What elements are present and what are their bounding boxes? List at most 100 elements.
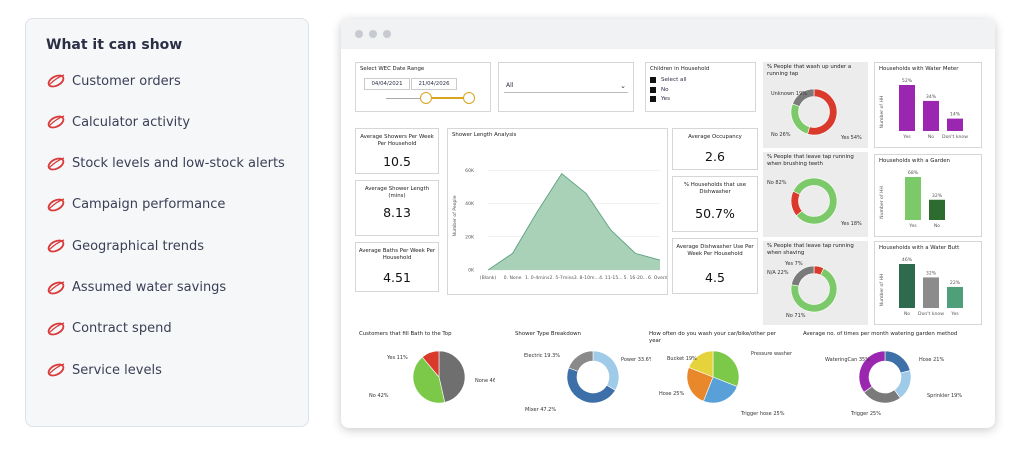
slice-label: None 46% (475, 378, 495, 384)
pie-slice (421, 350, 440, 378)
checkbox-icon (650, 96, 656, 102)
feature-item-label: Calculator activity (72, 114, 191, 130)
bottom-chart-title: Shower Type Breakdown (515, 331, 581, 337)
feature-item: Customer orders (46, 71, 181, 91)
swoosh-icon (47, 115, 65, 129)
dashboard-window: Select WEC Date Range 04/04/2021 21/04/2… (341, 19, 995, 428)
feature-item: Assumed water savings (46, 278, 226, 298)
x-tick-label: 6. Overd... (648, 275, 667, 281)
bottom-chart-panel: Customers that fill Bath to the Top Yes 1… (355, 327, 495, 417)
kpi-showers-value: 10.5 (383, 154, 411, 169)
pie-slice (790, 103, 811, 135)
bar-value-label: 32% (926, 270, 937, 276)
children-option[interactable]: Yes (650, 95, 670, 103)
donut-svg: Yes 7% N/A 22% No 71% (767, 261, 838, 319)
slice-label: N/A 22% (767, 270, 789, 276)
bottom-chart-title: How often do you wash your car/bike/othe… (649, 331, 776, 344)
bar (899, 264, 915, 308)
slice-label: Yes 54% (840, 135, 862, 141)
children-option[interactable]: No (650, 86, 669, 94)
bar-category-label: Don't know (918, 311, 944, 317)
pie-slice (438, 350, 466, 403)
slice-label: Trigger hose 25% (740, 411, 785, 417)
children-option[interactable]: Select all (650, 76, 687, 84)
kpi-occupancy-card: Average Occupancy 2.6 (672, 128, 758, 170)
x-tick-label: 4. 11-15... (599, 275, 623, 281)
bar (899, 85, 915, 131)
kpi-dishwasher-use-title: Average Dishwasher Use Per Week Per Hous… (676, 244, 754, 257)
slider-end-handle[interactable] (463, 92, 475, 104)
bar-category-label: Yes (908, 223, 917, 229)
feature-item-label: Service levels (72, 362, 162, 378)
feature-item-label: Assumed water savings (72, 280, 227, 295)
kpi-length-value: 8.13 (383, 205, 411, 220)
y-axis-label: Number of People (452, 195, 458, 236)
slice-label: Hose 21% (919, 357, 944, 363)
kpi-showers-title: Average Showers Per Week Per Household (360, 134, 434, 147)
bar-category-label: Don't know (942, 134, 968, 140)
kpi-dishwasher-pct-value: 50.7% (695, 206, 735, 221)
checkbox-icon (650, 77, 656, 83)
x-tick-label: 3. 8-10m... (574, 275, 599, 281)
x-tick-label: 1. 0-4mins (525, 275, 550, 281)
bar-chart-svg: Number of HH 46% No 32% Don't know 22% Yes (879, 257, 963, 317)
bottom-chart-panel: How often do you wash your car/bike/othe… (645, 327, 793, 417)
feature-item-label: Customer orders (72, 73, 181, 89)
kpi-showers-card: Average Showers Per Week Per Household 1… (355, 128, 439, 174)
slice-label: Power 33.6% (621, 357, 651, 363)
kpi-dishwasher-pct-card: % Households that use Dishwasher 50.7% (672, 176, 758, 232)
bar (947, 286, 963, 308)
x-tick-label: 0. None (504, 275, 522, 281)
y-tick-label: 40K (465, 201, 475, 207)
area-fill (488, 173, 660, 270)
feature-item-label: Contract spend (72, 321, 172, 337)
swoosh-icon (47, 363, 65, 377)
slice-label: Unknown 19% (771, 91, 807, 97)
date-range-title: Select WEC Date Range (360, 66, 425, 72)
start-date-input[interactable]: 04/04/2021 (364, 78, 410, 90)
filter-dropdown[interactable]: All ⌄ (504, 80, 628, 93)
bar-value-label: 68% (908, 170, 919, 176)
pie-slice (863, 385, 901, 404)
bar-chart-panel: Households with Water Meter Number of HH 5… (874, 62, 982, 148)
dropdown-slicer: All ⌄ (498, 62, 634, 112)
bottom-chart-title: Average no. of times per month watering … (803, 331, 958, 337)
bar (929, 199, 945, 220)
children-option-label: Select all (661, 77, 687, 83)
bar-chart-panel: Households with a Water Butt Number of HH… (874, 241, 982, 325)
bottom-pie-svg: Yes 11% No 42% None 46% (369, 350, 495, 404)
slider-start-handle[interactable] (420, 92, 432, 104)
pie-slice (792, 88, 815, 107)
pie-slice (592, 350, 620, 391)
features-card: What it can show Customer orders Calculat… (25, 18, 309, 427)
bar-chart-panel: Households with a Garden Number of HH 68% Y… (874, 154, 982, 237)
slice-label: WateringCan 35% (825, 357, 870, 363)
pie-slice (792, 177, 838, 225)
slice-label: Trigger 25% (850, 411, 881, 417)
feature-item: Contract spend (46, 319, 172, 339)
area-line (487, 172, 661, 271)
slice-label: No 82% (767, 180, 787, 186)
shower-length-title: Shower Length Analysis (452, 132, 517, 138)
kpi-length-card: Average Shower Length (mins) 8.13 (355, 180, 439, 236)
donut-panel: % People that wash up under a running ta… (763, 62, 868, 148)
bottom-pie-svg: Electric 19.3% Power 33.6% Mixer 47.2% (524, 350, 651, 413)
pie-slice (688, 350, 714, 378)
end-date-input[interactable]: 21/04/2026 (411, 78, 457, 90)
bar-category-label: No (928, 134, 934, 140)
bar-category-label: Yes (902, 134, 911, 140)
bottom-chart-title: Customers that fill Bath to the Top (359, 331, 452, 337)
swoosh-icon (47, 239, 65, 253)
bar-value-label: 22% (950, 280, 961, 286)
kpi-baths-card: Average Baths Per Week Per Household 4.5… (355, 242, 439, 292)
pie-slice (412, 356, 446, 404)
kpi-dishwasher-use-value: 4.5 (705, 270, 725, 285)
donut-panel-title: % People that leave tap running when bru… (767, 154, 854, 167)
feature-item: Service levels (46, 360, 162, 380)
children-option-label: Yes (661, 96, 671, 102)
bar-chart-svg: Number of HH 68% Yes 32% No (879, 170, 945, 229)
kpi-length-title: Average Shower Length (mins) (364, 186, 430, 199)
pie-slice (568, 350, 594, 372)
chevron-down-icon: ⌄ (620, 82, 626, 90)
slice-label: Yes 18% (840, 221, 862, 227)
